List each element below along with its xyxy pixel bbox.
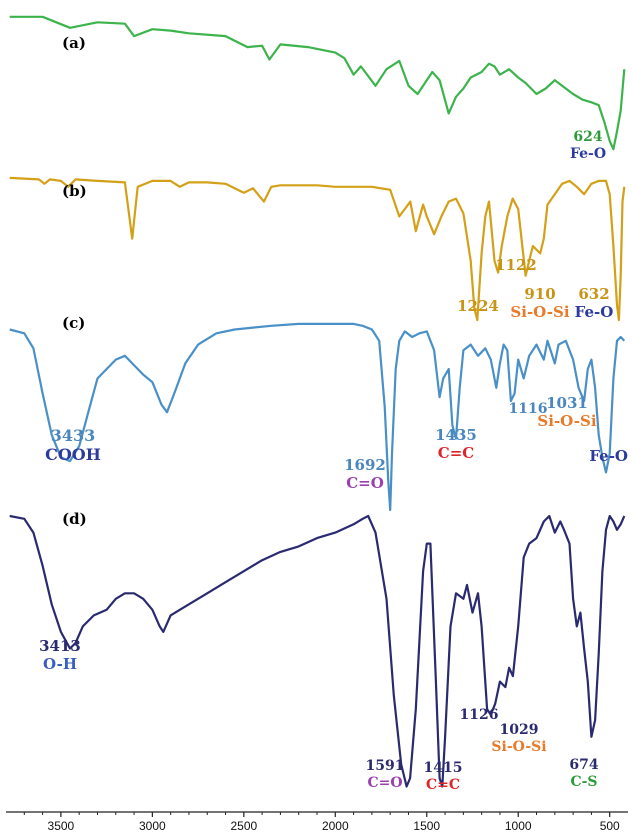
peak-annotation-value: 3413	[39, 637, 81, 655]
peak-annotation: 1122	[495, 256, 537, 274]
spectrum-line-d	[9, 514, 626, 788]
peak-annotation: Fe-O	[589, 447, 628, 465]
spectrum-line-b	[9, 176, 626, 322]
peak-annotation-assignment: COOH	[45, 445, 101, 464]
x-tick-label: 3000	[139, 819, 166, 833]
peak-annotation-value: 1126	[460, 707, 499, 723]
peak-annotation-assignment: C=O	[367, 775, 402, 791]
peak-annotation-value: 3433	[51, 426, 96, 445]
peak-annotation: 1126	[460, 707, 499, 723]
x-tick-label: 1000	[505, 819, 532, 833]
panel-label-d: (d)	[62, 510, 87, 528]
x-axis: 3500 3000 2500 2000 1500 1000 500	[6, 811, 628, 833]
peak-annotation-value: 624	[573, 129, 602, 145]
peak-annotation-assignment: C-S	[570, 774, 597, 790]
peak-annotation-assignment: C=O	[346, 474, 384, 492]
panel-label-a: (a)	[62, 34, 86, 52]
peak-annotation-assignment: C=C	[426, 777, 460, 793]
peak-annotation-value: 1435	[435, 426, 477, 444]
peak-annotation-value: Fe-O	[589, 447, 628, 465]
peak-annotation-value: 632	[578, 285, 609, 303]
spectrum-line-a	[9, 15, 626, 151]
panel-label-b: (b)	[62, 182, 87, 200]
x-tick-label: 2000	[322, 819, 349, 833]
peak-annotation-value: 674	[569, 757, 598, 773]
panel-label-c: (c)	[62, 314, 85, 332]
panel-labels-group: (a) (b) (c) (d)	[62, 34, 87, 528]
peak-annotation-assignment: Fe-O	[570, 146, 606, 162]
peak-annotation-value: 1224	[457, 297, 499, 315]
spectra-series-group	[9, 15, 626, 788]
x-tick-label: 500	[600, 819, 620, 833]
peak-annotation: 1116	[509, 401, 548, 417]
peak-annotation-value: 1116	[509, 401, 548, 417]
x-tick-label: 1500	[413, 819, 440, 833]
peak-annotation-value: 1692	[344, 456, 386, 474]
peak-annotation-value: 1029	[500, 722, 539, 738]
peak-annotation-value: 1122	[495, 256, 537, 274]
peak-annotation-assignment: C=C	[438, 444, 475, 462]
peak-annotation-value: 1031	[546, 394, 588, 412]
peak-annotation-value: 910	[524, 285, 555, 303]
peak-annotation-assignment: Fe-O	[575, 303, 614, 321]
spectrum-line-c	[9, 322, 626, 512]
peak-annotation-assignment: O-H	[43, 655, 77, 673]
peak-annotation-value: 1591	[366, 758, 405, 774]
peak-annotation-assignment: Si-O-Si	[510, 303, 569, 321]
annotations-group: 624Fe-O12241122910Si-O-Si632Fe-O3433COOH…	[39, 129, 628, 793]
x-tick-label: 3500	[48, 819, 75, 833]
peak-annotation-value: 1415	[424, 760, 463, 776]
x-tick-label: 2500	[230, 819, 257, 833]
peak-annotation-assignment: Si-O-Si	[491, 739, 546, 755]
peak-annotation: 1224	[457, 297, 499, 315]
peak-annotation-assignment: Si-O-Si	[537, 412, 596, 430]
